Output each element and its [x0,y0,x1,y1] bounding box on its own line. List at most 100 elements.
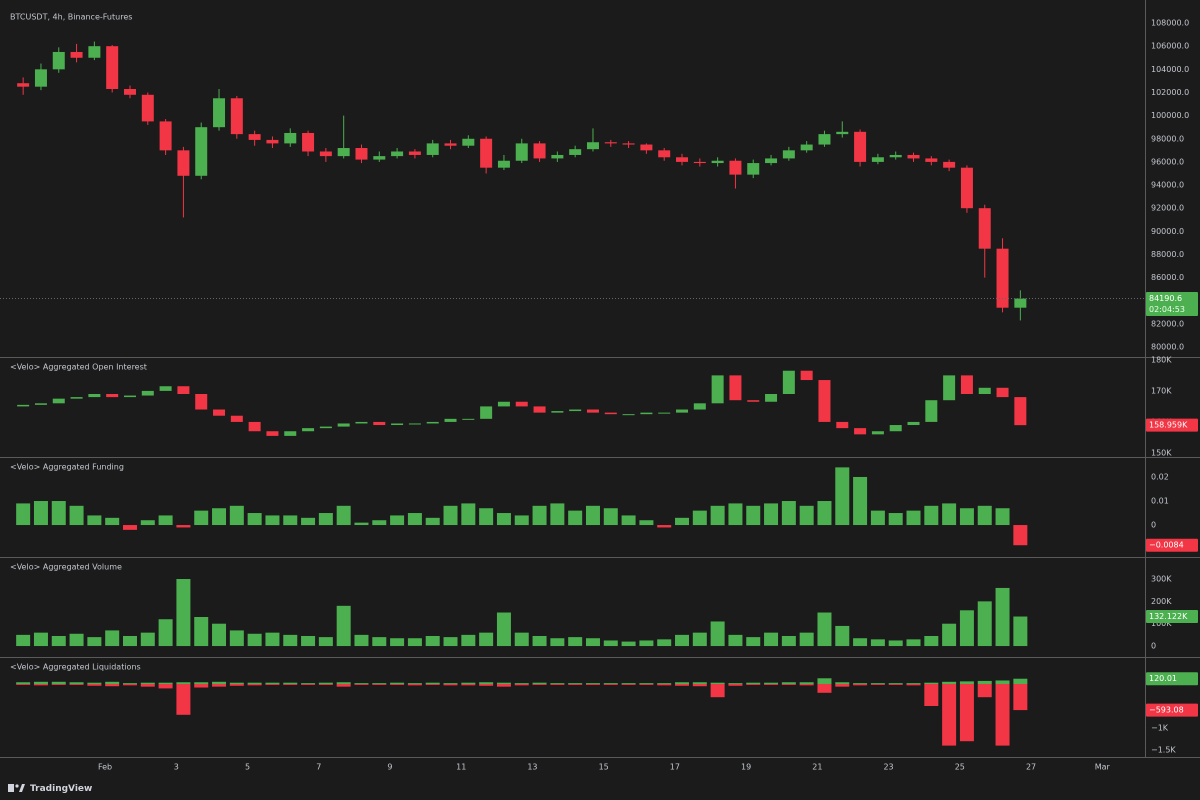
bar [461,634,476,647]
bar [443,683,458,685]
candle-body [854,428,867,435]
y-tick-label: 92000.0 [1151,204,1184,213]
candle-body [889,154,902,158]
bar [69,633,84,647]
candle-body [230,415,243,422]
bar [176,525,191,528]
candle-body [711,375,724,404]
bar [390,515,405,526]
bar [87,682,102,685]
bar [942,623,957,647]
bar [728,634,743,647]
bar [16,682,31,685]
candle-body [444,143,457,146]
bar [639,683,654,685]
bar [514,683,529,685]
bar [372,683,387,685]
bar [407,638,422,647]
bar [603,683,618,685]
candle-body [337,423,350,427]
x-tick-label: 17 [670,763,680,772]
candle-body [907,154,920,159]
bar [906,510,921,526]
bar [283,682,298,685]
badge-label: 158.959K [1149,421,1188,430]
candle-body [782,150,795,159]
bar [176,684,191,715]
logo-shape [19,784,25,792]
bar [479,682,494,685]
y-tick-label: 86000.0 [1151,273,1184,282]
bar [568,510,583,526]
bar [354,634,369,647]
bar [710,505,725,526]
logo-shape [8,784,14,792]
candle-body [141,390,154,396]
candle-body [426,143,439,155]
bar [212,623,227,647]
bar [692,510,707,526]
bar [194,682,209,685]
bar [479,684,494,686]
bar [746,684,761,685]
bar [140,632,155,647]
candle-body [391,423,404,426]
candle-body [729,160,742,175]
badge-label: 84190.6 [1149,294,1182,303]
bar [496,684,511,687]
bar [514,515,529,526]
bar [69,682,84,685]
x-tick-label: Mar [1095,763,1111,772]
candle-body [925,158,938,162]
candle-body [266,431,279,436]
candle-body [604,142,617,144]
bar [692,632,707,647]
candle-body [729,375,742,401]
bar [247,684,262,686]
bar [977,680,992,685]
x-tick-label: 13 [527,763,537,772]
bar [675,684,690,686]
x-tick-label: 7 [316,763,321,772]
candle-body [586,142,599,150]
candle-body [266,139,279,144]
bar [354,683,369,685]
candle-body [319,426,332,429]
x-tick-label: 3 [174,763,179,772]
candle-body [444,418,457,422]
bar [122,684,137,686]
candle-body [818,134,831,145]
bar [194,510,209,526]
bar [959,508,974,526]
price-badge [1146,610,1198,624]
bar [746,682,761,685]
candle-body [800,144,813,151]
candle-body [159,121,172,151]
bar [283,634,298,647]
bar [942,681,957,685]
bar [265,515,280,526]
bar [603,640,618,647]
y-tick-label: 100K [1151,619,1172,628]
bar [568,684,583,685]
bar [710,684,725,698]
tradingview-logo: TradingView [8,784,92,794]
bar [977,505,992,526]
candle-body [302,428,315,432]
bar [140,682,155,685]
bar [443,505,458,526]
bar [425,517,440,526]
bar [657,525,672,528]
candle-body [34,69,47,87]
bar [532,684,547,685]
y-tick-label: 0.01 [1151,497,1169,506]
bar [461,503,476,526]
y-tick-label: −1K [1151,724,1169,733]
y-tick-label: 0.02 [1151,472,1169,481]
bar [906,684,921,686]
candle-body [70,397,83,399]
candle-body [943,161,956,168]
candle-body [319,151,332,157]
bar [585,505,600,526]
bar [229,682,244,685]
